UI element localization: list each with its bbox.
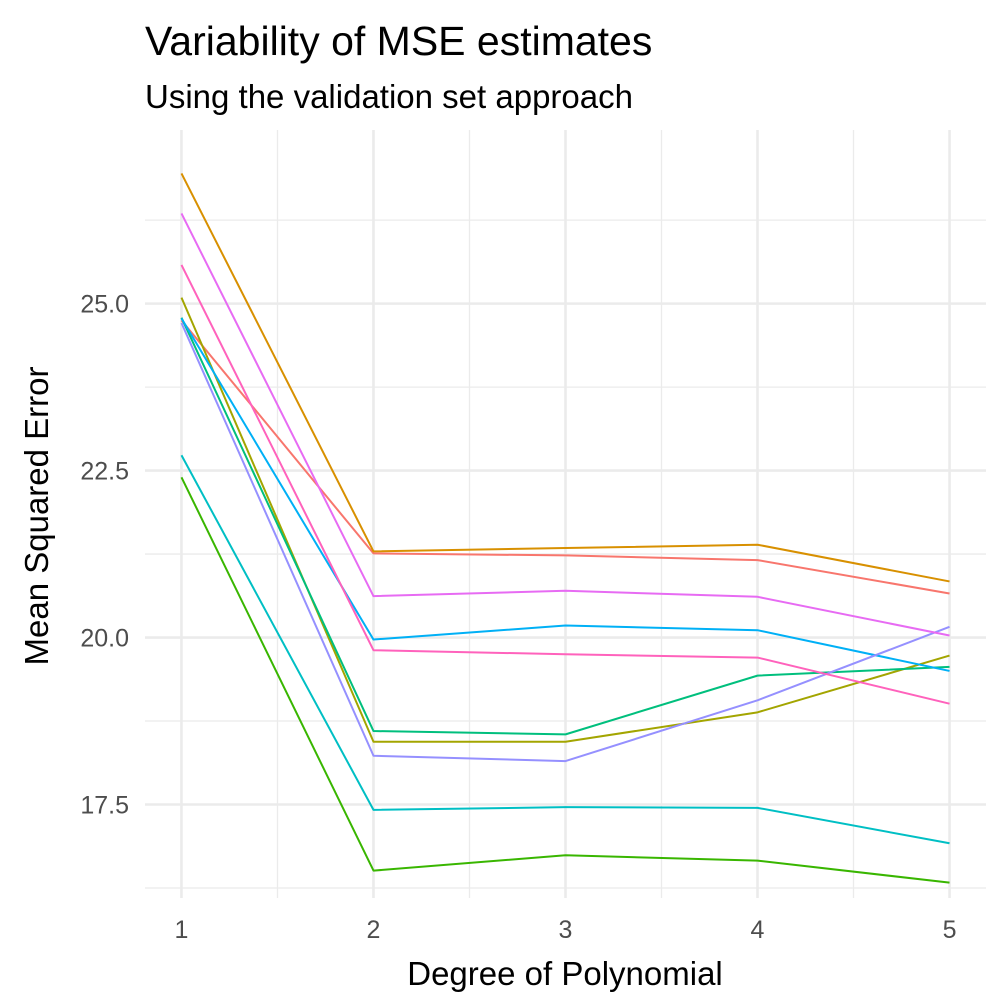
chart-subtitle: Using the validation set approach	[145, 78, 633, 115]
y-tick-label: 22.5	[80, 458, 129, 486]
series-line-9	[180, 213, 950, 637]
y-tick-label: 17.5	[80, 792, 129, 820]
x-tick-label: 5	[943, 916, 957, 944]
x-axis-title: Degree of Polynomial	[407, 955, 723, 992]
series-line-4	[180, 476, 950, 884]
x-tick-label: 4	[751, 916, 765, 944]
grid-layer	[145, 130, 986, 898]
series-line-8	[180, 322, 950, 763]
series-line-7	[180, 317, 950, 672]
x-tick-label: 3	[559, 916, 573, 944]
series-line-6	[180, 454, 950, 845]
chart-title: Variability of MSE estimates	[145, 18, 652, 64]
x-tick-label: 2	[367, 916, 381, 944]
series-layer	[180, 172, 950, 884]
series-line-1	[180, 319, 950, 595]
y-axis-title: Mean Squared Error	[18, 366, 55, 665]
x-tick-label: 1	[175, 916, 189, 944]
y-tick-label: 25.0	[80, 291, 129, 319]
y-tick-label: 20.0	[80, 625, 129, 653]
series-line-10	[180, 264, 950, 705]
series-line-2	[180, 172, 950, 583]
tick-layer: 17.5 20.0 22.5 25.0 1 2 3 4 5	[80, 291, 956, 944]
